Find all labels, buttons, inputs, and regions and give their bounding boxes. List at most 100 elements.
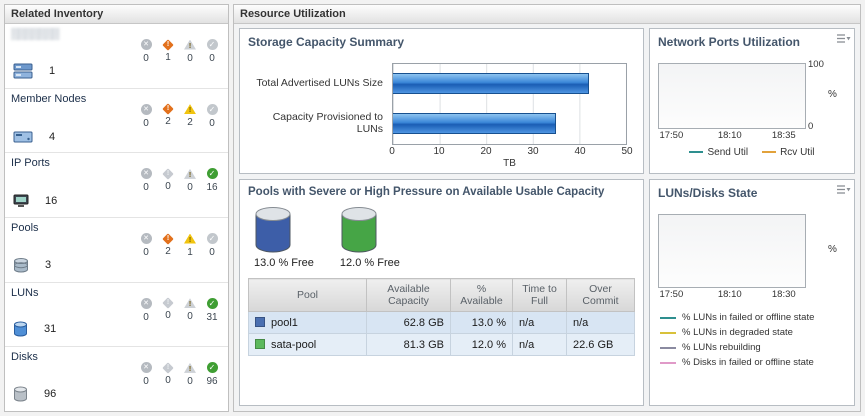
status-normal[interactable]: 96 — [201, 362, 223, 387]
inventory-row-member-nodes[interactable]: Member Nodes 4 0 2 2 0 — [5, 89, 228, 154]
status-warning[interactable]: 0 — [179, 362, 201, 387]
table-row[interactable]: pool1 62.8 GB 13.0 % n/a n/a — [248, 311, 635, 334]
status-warning-count: 0 — [187, 181, 193, 193]
available-capacity-cell: 81.3 GB — [366, 333, 451, 356]
status-normal[interactable]: 31 — [201, 297, 223, 323]
chart-options-icon[interactable] — [836, 183, 851, 195]
critical-icon — [162, 232, 174, 245]
luns-disks-state-plot — [658, 214, 806, 288]
pool-name: pool1 — [271, 316, 298, 329]
status-fatal[interactable]: 0 — [135, 39, 157, 64]
critical-icon — [162, 103, 174, 115]
status-fatal[interactable]: 0 — [135, 168, 157, 193]
x-tick: 18:10 — [717, 289, 742, 300]
status-fatal-count: 0 — [143, 376, 149, 388]
panel-title: Storage Capacity Summary — [248, 35, 405, 49]
status-summary: 0 0 0 96 — [135, 362, 223, 387]
y-tick-max: 100 — [808, 59, 824, 70]
pool-gauge: 13.0 % Free — [254, 206, 314, 269]
status-normal[interactable]: 0 — [201, 233, 223, 258]
status-warning[interactable]: 0 — [179, 168, 201, 193]
related-inventory-header: Related Inventory — [5, 5, 228, 24]
pct-available-cell: 12.0 % — [450, 333, 513, 356]
status-critical[interactable]: 2 — [157, 103, 179, 129]
inventory-row-luns[interactable]: LUNs 31 0 0 0 31 — [5, 283, 228, 348]
inventory-item-label[interactable]: IP Ports — [11, 157, 50, 170]
status-critical[interactable]: 1 — [157, 38, 179, 64]
x-tick: 17:50 — [659, 130, 684, 141]
ip-port-icon — [13, 194, 29, 208]
status-fatal[interactable]: 0 — [135, 103, 157, 129]
status-normal-count: 0 — [209, 247, 215, 259]
inventory-item-label[interactable]: ▒▒▒▒▒▒▒ — [11, 28, 60, 40]
status-critical-count: 1 — [165, 51, 171, 63]
normal-icon — [206, 233, 218, 245]
legend-label: % LUNs rebuilding — [682, 342, 761, 353]
status-fatal[interactable]: 0 — [135, 362, 157, 387]
inventory-row-ip-ports[interactable]: IP Ports 16 0 0 0 16 — [5, 153, 228, 219]
legend-item: % LUNs rebuilding — [660, 340, 848, 355]
inventory-item-label[interactable]: Disks — [11, 351, 38, 364]
col-pool[interactable]: Pool — [248, 278, 367, 312]
pool-capacity-gauges: 13.0 % Free 12.0 % Free — [254, 206, 400, 269]
status-fatal[interactable]: 0 — [135, 233, 157, 258]
inventory-row-storage-system[interactable]: ▒▒▒▒▒▒▒ 1 0 1 0 0 — [5, 24, 228, 89]
bar-label: Total Advertised LUNs Size — [256, 77, 383, 89]
status-warning[interactable]: 1 — [179, 233, 201, 258]
table-row[interactable]: sata-pool 81.3 GB 12.0 % n/a 22.6 GB — [248, 333, 635, 356]
status-normal[interactable]: 0 — [201, 103, 223, 129]
inventory-item-label[interactable]: Member Nodes — [11, 92, 87, 105]
x-axis-ticks: 17:50 18:10 18:30 — [658, 289, 804, 301]
status-warning-count: 0 — [187, 375, 193, 387]
status-warning[interactable]: 2 — [179, 104, 201, 129]
x-tick: 10 — [433, 146, 445, 157]
x-tick: 50 — [621, 146, 633, 157]
status-fatal[interactable]: 0 — [135, 297, 157, 323]
inventory-item-label[interactable]: LUNs — [11, 286, 39, 299]
available-capacity-cell: 62.8 GB — [366, 311, 451, 334]
status-warning-count: 0 — [187, 52, 193, 64]
col-over-commit[interactable]: Over Commit — [566, 278, 635, 312]
normal-icon — [206, 297, 218, 309]
x-axis-ticks: 17:50 18:10 18:35 — [658, 130, 804, 142]
legend-item: % Disks in failed or offline state — [660, 355, 848, 370]
luns-degraded-line-swatch — [660, 331, 676, 334]
luns-disks-state-panel: LUNs/Disks State % 17:50 18:10 18:30 % L… — [649, 179, 855, 406]
status-critical-count: 2 — [165, 116, 171, 128]
network-ports-utilization-panel: Network Ports Utilization 100 0 % 17:50 … — [649, 28, 855, 174]
over-commit-cell: n/a — [566, 311, 635, 334]
inventory-row-disks[interactable]: Disks 96 0 0 0 96 — [5, 347, 228, 411]
col-pct-available[interactable]: % Available — [450, 278, 513, 312]
status-warning[interactable]: 0 — [179, 39, 201, 64]
status-fatal-count: 0 — [143, 311, 149, 323]
panel-title: LUNs/Disks State — [658, 186, 758, 200]
status-critical[interactable]: 0 — [157, 362, 179, 387]
col-time-to-full[interactable]: Time to Full — [512, 278, 567, 312]
panel-title: Pools with Severe or High Pressure on Av… — [248, 186, 605, 198]
legend-label: Rcv Util — [780, 147, 815, 158]
luns-failed-line-swatch — [660, 316, 676, 319]
pools-table: Pool Available Capacity % Available Time… — [248, 278, 635, 356]
status-critical[interactable]: 2 — [157, 232, 179, 258]
col-available-capacity[interactable]: Available Capacity — [366, 278, 451, 312]
x-tick: 17:50 — [659, 289, 684, 300]
fatal-icon — [140, 297, 152, 309]
inventory-row-pools[interactable]: Pools 3 0 2 1 0 — [5, 218, 228, 283]
resource-utilization-panel: Resource Utilization Storage Capacity Su… — [233, 4, 861, 412]
status-fatal-count: 0 — [143, 53, 149, 64]
status-warning[interactable]: 0 — [179, 298, 201, 323]
status-normal[interactable]: 0 — [201, 39, 223, 64]
over-commit-cell: 22.6 GB — [566, 333, 635, 356]
fatal-icon — [140, 233, 152, 245]
status-warning-count: 1 — [187, 246, 193, 258]
inventory-item-label[interactable]: Pools — [11, 222, 39, 235]
chart-options-icon[interactable] — [836, 32, 851, 44]
normal-icon — [206, 362, 218, 374]
status-normal-count: 0 — [209, 117, 215, 129]
fatal-icon — [140, 168, 152, 180]
status-critical[interactable]: 0 — [157, 168, 179, 193]
resource-utilization-header: Resource Utilization — [234, 5, 860, 24]
status-normal[interactable]: 16 — [201, 168, 223, 193]
status-critical[interactable]: 0 — [157, 297, 179, 323]
storage-capacity-summary-panel: Storage Capacity Summary Total Advertise… — [239, 28, 644, 174]
